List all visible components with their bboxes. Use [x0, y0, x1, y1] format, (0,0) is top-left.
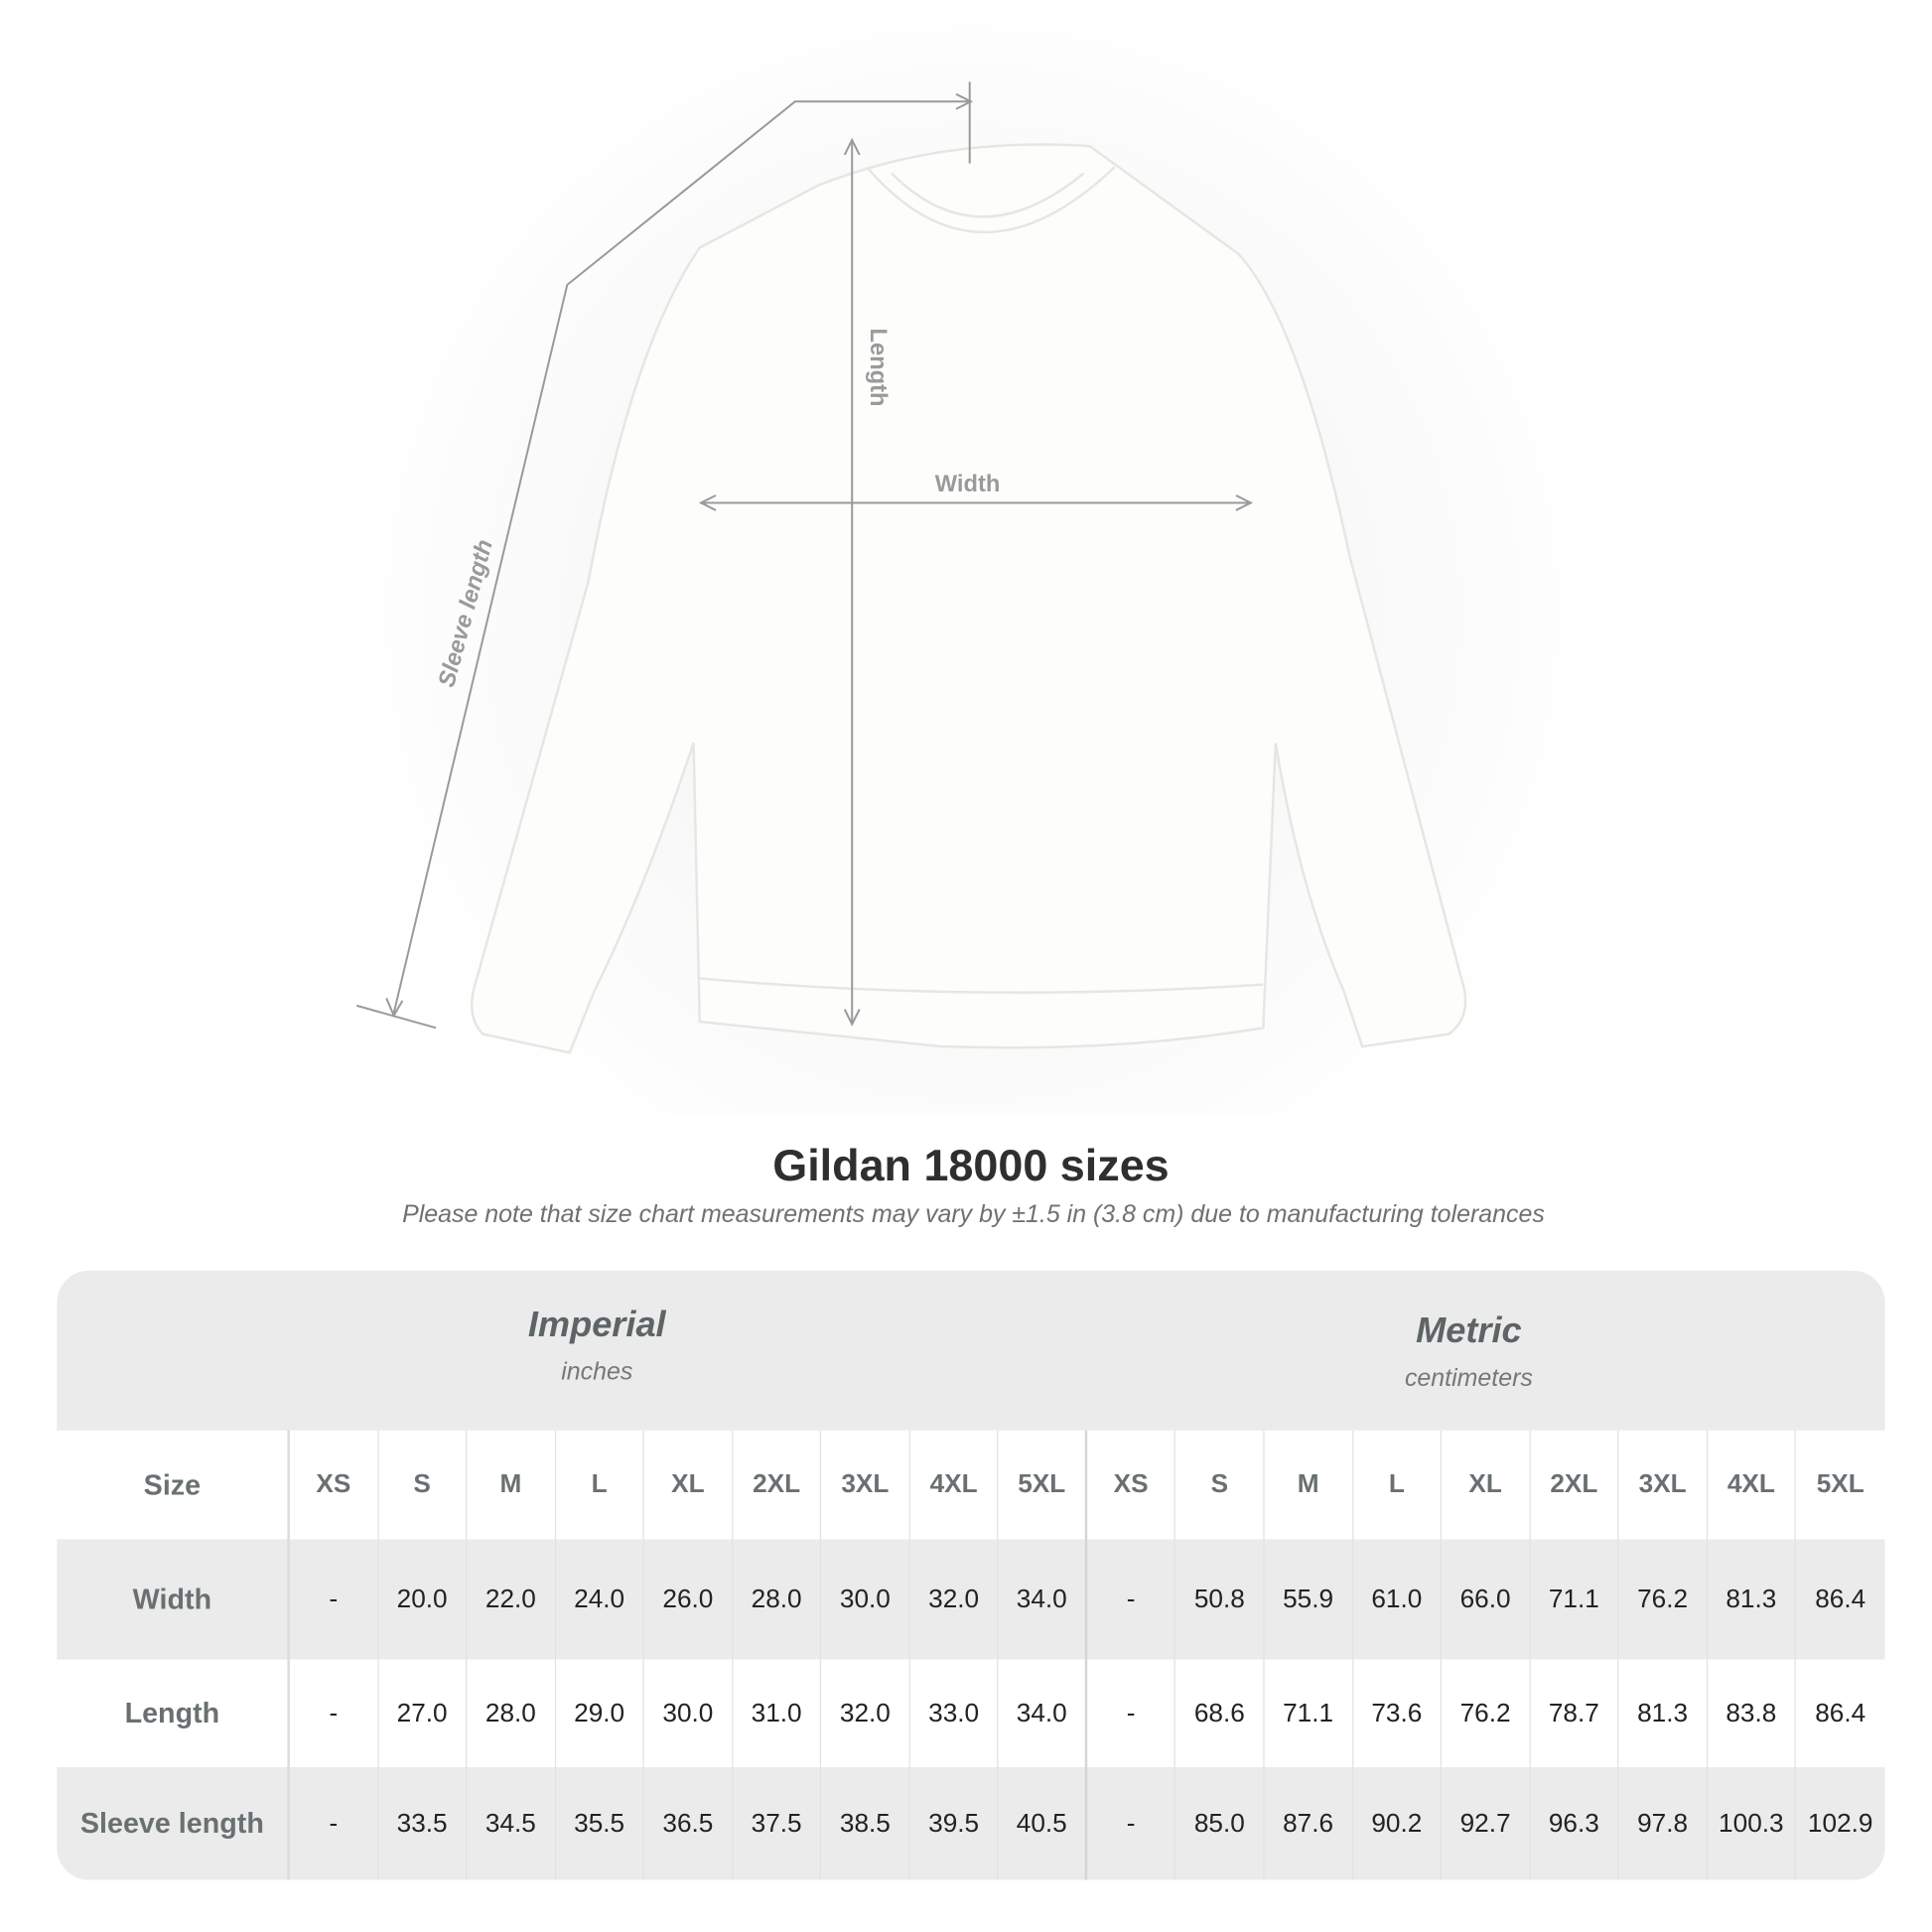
measurement-lines [355, 81, 1254, 1030]
metric-unit: centimeters [1404, 1364, 1533, 1393]
size-header-cell: 2XL [1530, 1430, 1619, 1540]
table-cell: 40.5 [999, 1767, 1088, 1880]
table-cell: 20.0 [378, 1539, 468, 1660]
table-cell: - [1087, 1539, 1176, 1660]
table-cell: 100.3 [1708, 1767, 1797, 1880]
size-header-cell: 3XL [1619, 1430, 1708, 1540]
metric-header: Metric centimeters [1221, 1311, 1717, 1393]
size-header-cell: M [467, 1430, 556, 1540]
table-row: Length -27.0 28.0 29.0 30.0 31.0 32.0 33.0 34.0-… [57, 1659, 1885, 1768]
table-cell: 32.0 [910, 1539, 999, 1660]
table-cell: 68.6 [1175, 1659, 1265, 1768]
table-cell: - [290, 1539, 379, 1660]
table-cell: 35.5 [556, 1767, 644, 1880]
table-cell: - [1087, 1659, 1176, 1768]
table-cell: 81.3 [1708, 1539, 1797, 1660]
table-cell: 102.9 [1807, 1808, 1873, 1838]
table-cell: 83.8 [1708, 1659, 1797, 1768]
imperial-title: Imperial [527, 1305, 666, 1345]
table-cell: 30.0 [821, 1539, 910, 1660]
table-row: Sleeve length -33.5 34.5 35.5 36.5 37.5 38.5 39… [57, 1767, 1885, 1880]
imperial-unit: inches [561, 1358, 633, 1386]
table-cell: 30.0 [644, 1659, 734, 1768]
size-header-cell: 5XL [999, 1430, 1088, 1540]
size-header-cell: L [1353, 1430, 1443, 1540]
size-header-cell: 4XL [1708, 1430, 1797, 1540]
page-title: Gildan 18000 sizes [772, 1139, 1170, 1190]
table-cell: 86.4 [1815, 1585, 1866, 1613]
sweatshirt-image [471, 143, 1467, 1054]
table-cell: 33.0 [910, 1659, 999, 1768]
size-header-cell: 5XL [1816, 1469, 1864, 1499]
table-cell: 97.8 [1619, 1767, 1708, 1880]
imperial-header: Imperial inches [349, 1306, 845, 1387]
table-row: Width -20.0 22.0 24.0 26.0 28.0 30.0 32.0 34.0-5… [57, 1539, 1885, 1660]
table-cell: 34.5 [467, 1767, 556, 1880]
size-header-cell: XL [1442, 1430, 1531, 1540]
table-cell: 90.2 [1353, 1767, 1443, 1880]
table-cell: 76.2 [1442, 1659, 1531, 1768]
length-label: Length [865, 329, 891, 407]
row-label: Size [57, 1430, 290, 1540]
table-cell: 73.6 [1353, 1659, 1443, 1768]
table-cell: 76.2 [1619, 1539, 1708, 1660]
table-cell: 31.0 [733, 1659, 822, 1768]
table-cell: 27.0 [378, 1659, 468, 1768]
table-cell: 78.7 [1530, 1659, 1619, 1768]
table-cell: 32.0 [821, 1659, 910, 1768]
table-cell: 33.5 [378, 1767, 468, 1880]
tolerance-note: Please note that size chart measurements… [402, 1200, 1545, 1229]
table-cell: 34.0 [999, 1659, 1088, 1768]
table-cell: 37.5 [733, 1767, 822, 1880]
width-label: Width [935, 472, 1001, 497]
size-header-cell: XS [1087, 1430, 1176, 1540]
size-header-cell: XS [290, 1430, 379, 1540]
table-cell: 26.0 [644, 1539, 734, 1660]
row-label: Width [57, 1539, 290, 1660]
table-cell: 61.0 [1353, 1539, 1443, 1660]
table-cell: 81.3 [1619, 1659, 1708, 1768]
table-cell: - [1087, 1767, 1176, 1880]
table-cell: 55.9 [1265, 1539, 1353, 1660]
size-table: Imperial inches Metric centimeters Size X… [57, 1270, 1885, 1880]
size-header-cell: L [556, 1430, 644, 1540]
metric-title: Metric [1416, 1311, 1522, 1351]
size-header-cell: S [1175, 1430, 1265, 1540]
size-header-cell: 4XL [910, 1430, 999, 1540]
table-cell: - [290, 1659, 379, 1768]
table-cell: 28.0 [467, 1659, 556, 1768]
table-cell: 87.6 [1265, 1767, 1353, 1880]
table-cell: 96.3 [1530, 1767, 1619, 1880]
table-cell: 38.5 [821, 1767, 910, 1880]
table-cell: 85.0 [1175, 1767, 1265, 1880]
table-cell: 66.0 [1442, 1539, 1531, 1660]
size-header-cell: M [1265, 1430, 1353, 1540]
table-cell: 34.0 [999, 1539, 1088, 1660]
table-cell: 71.1 [1265, 1659, 1353, 1768]
table-cell: 92.7 [1442, 1767, 1531, 1880]
row-label: Length [57, 1659, 290, 1768]
size-header-cell: S [378, 1430, 468, 1540]
size-header-cell: 3XL [821, 1430, 910, 1540]
table-cell: 28.0 [733, 1539, 822, 1660]
table-cell: 86.4 [1815, 1698, 1866, 1727]
table-cell: - [290, 1767, 379, 1880]
table-cell: 71.1 [1530, 1539, 1619, 1660]
table-cell: 22.0 [467, 1539, 556, 1660]
sweatshirt-diagram: Length Width Sleeve length [355, 81, 1467, 1054]
size-header-row: Size XS S M L XL 2XL 3XL 4XL 5XL XS S M L XL 2XL 3XL 4XL 5… [57, 1430, 1885, 1540]
table-cell: 36.5 [644, 1767, 734, 1880]
table-cell: 29.0 [556, 1659, 644, 1768]
row-label: Sleeve length [57, 1767, 290, 1880]
table-cell: 50.8 [1175, 1539, 1265, 1660]
table-cell: 24.0 [556, 1539, 644, 1660]
header-band: Imperial inches Metric centimeters [57, 1270, 1885, 1431]
size-header-cell: 2XL [733, 1430, 822, 1540]
table-cell: 39.5 [910, 1767, 999, 1880]
size-header-cell: XL [644, 1430, 734, 1540]
